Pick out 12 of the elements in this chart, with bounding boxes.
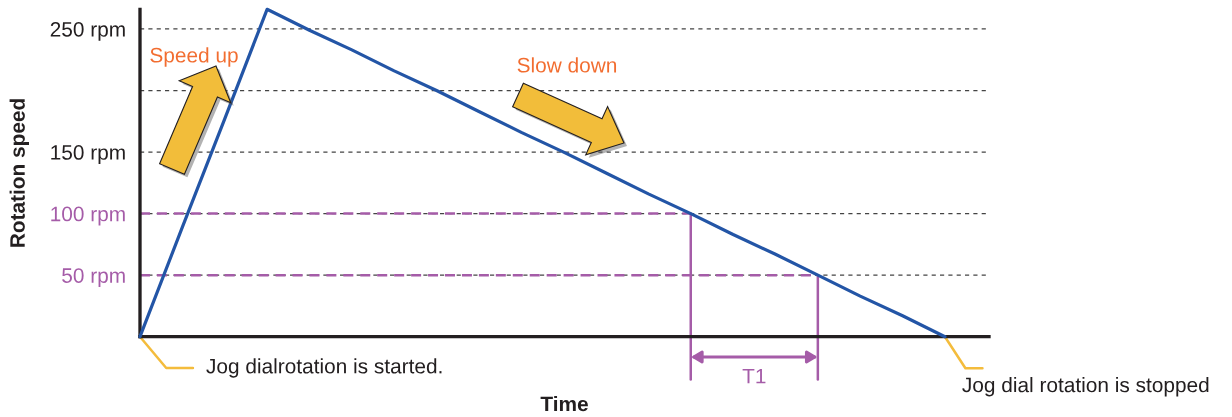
text: Jog dial rotation is stopped xyxy=(962,376,1209,397)
text: T1 xyxy=(742,369,766,384)
y-tick-label: 100 rpm xyxy=(51,206,125,226)
x-axis-title: Time xyxy=(540,396,588,412)
annotation: Slow down xyxy=(517,57,617,73)
annotation: Speed up xyxy=(150,47,238,67)
y-axis-title: Rotation speed xyxy=(9,99,29,247)
y-tick-label: 250 rpm xyxy=(50,21,125,41)
line-series xyxy=(138,7,947,339)
y-tick-label: 50 rpm xyxy=(62,268,125,288)
text: Jog dialrotation is started. xyxy=(206,358,442,378)
y-tick-label: 150 rpm xyxy=(51,145,125,164)
